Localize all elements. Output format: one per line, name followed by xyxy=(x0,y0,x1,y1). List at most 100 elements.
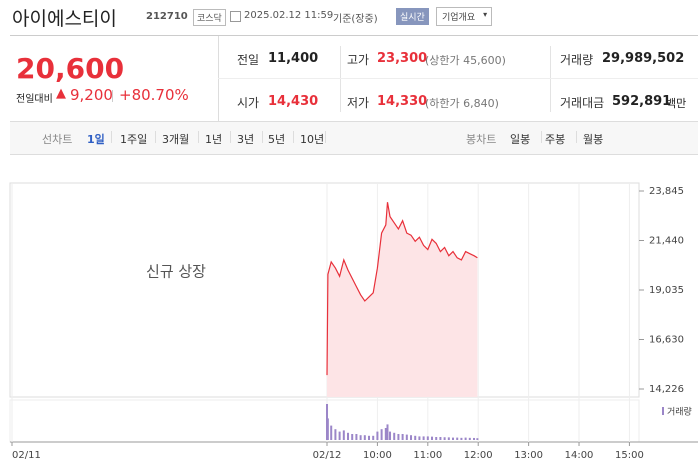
header-divider xyxy=(10,35,698,36)
volume-bar xyxy=(380,429,383,440)
volume-bar xyxy=(410,435,413,440)
tab-bar xyxy=(10,121,698,155)
line-tab[interactable]: 1일 xyxy=(87,133,105,146)
tab-sep xyxy=(576,131,577,143)
stat-value: 592,891 xyxy=(612,94,672,109)
basis: 기준(장중) xyxy=(333,14,378,25)
stock-code: 212710 xyxy=(146,11,188,22)
current-price: 20,600 xyxy=(16,52,125,85)
tab-sep xyxy=(325,131,326,143)
stat-value: 14,330 xyxy=(377,94,428,109)
stat-label: 저가 xyxy=(347,96,370,110)
legend-swatch xyxy=(662,407,664,415)
tab-sep xyxy=(262,131,263,143)
volume-bar xyxy=(431,436,434,440)
volume-bar xyxy=(342,430,345,440)
candle-tab[interactable]: 월봉 xyxy=(583,133,604,146)
volume-bar xyxy=(397,434,400,440)
stat-label: 거래량 xyxy=(560,53,594,67)
stats-sep xyxy=(550,46,551,112)
stat-note: (상한가 45,600) xyxy=(425,54,506,67)
stat-label: 시가 xyxy=(237,96,260,110)
volume-bar xyxy=(393,432,396,440)
x-tick-label: 11:00 xyxy=(413,450,442,461)
volume-bar xyxy=(422,436,425,440)
volume-bar xyxy=(351,434,354,440)
y-tick-label: 21,440 xyxy=(649,236,684,247)
volume-bar xyxy=(401,434,404,440)
volume-bar xyxy=(368,435,371,440)
volume-bar xyxy=(376,431,379,440)
legend-label: 거래량 xyxy=(667,406,692,418)
y-tick-label: 16,630 xyxy=(649,335,684,346)
stat-label: 전일 xyxy=(237,53,260,67)
volume-bar xyxy=(476,438,479,440)
candle-tab[interactable]: 일봉 xyxy=(510,133,531,146)
volume-bar xyxy=(405,434,408,440)
line-tab[interactable]: 3개월 xyxy=(162,133,190,146)
x-tick-label: 15:00 xyxy=(615,450,644,461)
line-tab[interactable]: 10년 xyxy=(300,133,325,146)
volume-bar xyxy=(418,436,421,440)
volume-bar xyxy=(468,437,471,440)
stock-name: 아이에스티이 xyxy=(12,8,117,30)
company-button-text: 기업개요 xyxy=(442,13,476,23)
line-tab[interactable]: 1년 xyxy=(205,133,223,146)
volume-bar xyxy=(330,425,333,440)
tab-group-label: 선차트 xyxy=(42,133,73,146)
stat-unit: 백만 xyxy=(666,97,687,110)
volume-bar xyxy=(443,437,446,440)
realtime-badge: 실시간 xyxy=(396,8,429,25)
stats-row-sep xyxy=(218,78,698,79)
volume-bar xyxy=(347,432,350,440)
y-tick-label: 14,226 xyxy=(649,384,684,395)
change-sep xyxy=(112,90,113,102)
y-tick-label: 23,845 xyxy=(649,186,684,197)
change-pct: +80.70% xyxy=(119,86,189,104)
x-tick-label: 02/12 xyxy=(313,450,342,461)
plot-frame xyxy=(9,182,640,398)
x-tick-label: 10:00 xyxy=(363,450,392,461)
market-badge: 코스닥 xyxy=(193,9,226,26)
stat-value: 29,989,502 xyxy=(602,51,685,66)
stat-value: 14,430 xyxy=(268,94,319,109)
line-tab[interactable]: 3년 xyxy=(237,133,255,146)
y-tick-label: 19,035 xyxy=(649,285,684,296)
stat-value: 23,300 xyxy=(377,51,428,66)
x-tick-label: 14:00 xyxy=(565,450,594,461)
line-tab[interactable]: 5년 xyxy=(268,133,286,146)
stats-sep xyxy=(340,46,341,112)
volume-bar xyxy=(452,437,455,440)
volume-bar xyxy=(414,435,417,440)
candle-tab[interactable]: 주봉 xyxy=(545,133,566,146)
annotation: 신규 상장 xyxy=(146,263,206,281)
volume-bar xyxy=(338,431,341,440)
volume-frame xyxy=(9,399,640,443)
tab-sep xyxy=(293,131,294,143)
volume-bar xyxy=(435,437,438,440)
line-tab[interactable]: 1주일 xyxy=(120,133,148,146)
price-line xyxy=(326,202,478,376)
volume-bar xyxy=(326,418,329,440)
volume-bar xyxy=(355,434,358,440)
volume-bar xyxy=(372,435,375,440)
volume-bar xyxy=(426,436,429,440)
company-button[interactable]: 기업개요 ▾ xyxy=(436,7,493,26)
up-triangle: ▲ xyxy=(56,86,66,101)
tab-group-label: 봉차트 xyxy=(466,133,497,146)
volume-bar xyxy=(464,437,467,440)
volume-bar xyxy=(359,435,362,440)
volume-bar xyxy=(386,424,389,440)
datetime: 2025.02.12 11:59 xyxy=(244,10,334,21)
volume-bar xyxy=(460,437,463,440)
volume-bar xyxy=(334,429,337,440)
dropdown-arrow: ▾ xyxy=(483,10,488,19)
change-value: 9,200 xyxy=(70,86,113,104)
volume-bar xyxy=(363,435,366,440)
calendar-icon xyxy=(230,11,241,22)
volume-bar xyxy=(473,437,476,440)
price-area xyxy=(327,202,478,397)
